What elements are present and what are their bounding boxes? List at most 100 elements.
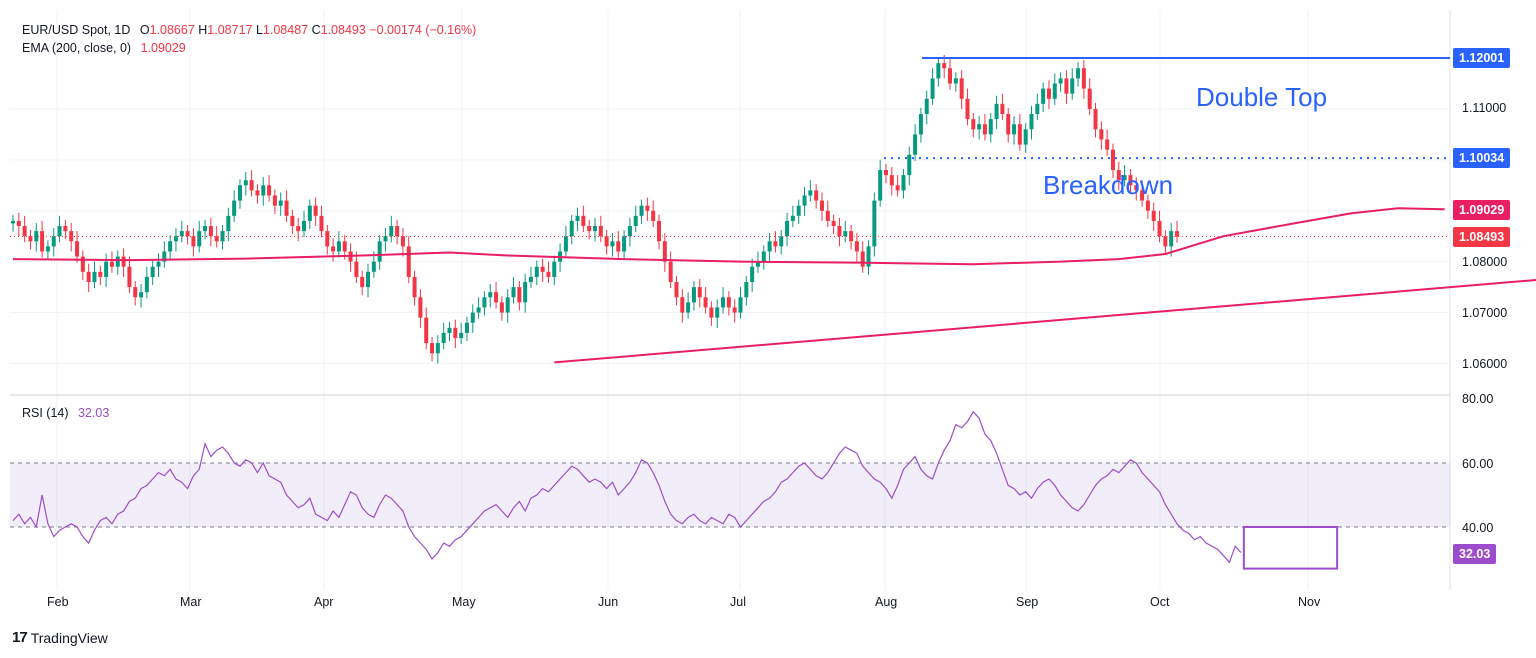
candle-body [540, 266, 545, 272]
candle-body [994, 103, 999, 120]
candle-body [191, 236, 196, 247]
ema-legend[interactable]: EMA (200, close, 0) 1.09029 [22, 41, 186, 55]
candle-body [790, 215, 795, 221]
candle-body [459, 332, 464, 339]
x-tick-may: May [452, 595, 476, 609]
candle-body [878, 170, 883, 201]
candle-body [127, 266, 132, 288]
candle-body [139, 292, 144, 298]
grid-lines [10, 10, 1451, 590]
ema-200-line [12, 207, 1445, 266]
candle-body [98, 271, 103, 277]
candle-body [272, 195, 277, 206]
open-value: 1.08667 [149, 23, 195, 37]
candle-body [197, 231, 202, 247]
candle-body [988, 119, 993, 135]
candle-body [732, 307, 737, 313]
candle-body [470, 312, 475, 323]
candle-body [563, 236, 568, 252]
candle-body [1140, 190, 1145, 201]
candle-body [657, 220, 662, 242]
candle-body [1087, 88, 1092, 109]
candle-body [63, 226, 68, 232]
candle-body [662, 241, 667, 262]
candle-body [1145, 200, 1150, 211]
candle-body [1099, 129, 1104, 140]
rsi-tick-80: 80.00 [1462, 392, 1494, 406]
tradingview-brand[interactable]: 17 TradingView [12, 629, 108, 646]
candle-body [371, 261, 376, 272]
y-tick-1-07: 1.07000 [1462, 306, 1508, 320]
candle-body [45, 246, 50, 252]
candle-body [982, 124, 987, 135]
rsi-value: 32.03 [78, 406, 110, 420]
rsi-line [12, 410, 1242, 564]
candle-body [680, 297, 685, 313]
candle-body [523, 282, 528, 303]
candle-body [581, 215, 586, 227]
candle-body [651, 210, 656, 221]
candle-body [400, 236, 405, 247]
candle-body [185, 231, 190, 237]
y-tick-1-06: 1.06000 [1462, 357, 1508, 371]
candle-body [942, 63, 947, 69]
rsi-label: RSI (14) [22, 406, 69, 420]
candle-body [738, 297, 743, 313]
candle-body [587, 226, 592, 232]
double-top-annotation: Double Top [1196, 82, 1328, 112]
candle-body [214, 236, 219, 242]
rsi-oversold-box [1242, 526, 1339, 570]
candle-body [133, 287, 138, 298]
candle-body [814, 190, 819, 201]
y-tick-1-08: 1.08000 [1462, 255, 1508, 269]
candle-body [889, 175, 894, 186]
candle-body [1081, 68, 1086, 89]
brand-name: TradingView [30, 629, 108, 646]
rsi-legend[interactable]: RSI (14) 32.03 [22, 406, 109, 420]
candle-body [406, 246, 411, 277]
candle-body [779, 236, 784, 247]
candle-body [360, 276, 365, 288]
candle-body [430, 343, 435, 354]
candle-body [546, 271, 551, 277]
candle-body [854, 241, 859, 252]
candle-body [424, 317, 429, 344]
high-key: H [198, 23, 208, 37]
candle-body [464, 322, 469, 333]
candle-body [1163, 236, 1168, 247]
candle-body [744, 282, 749, 298]
candle-body [1070, 78, 1075, 94]
candle-body [57, 226, 62, 237]
candle-body [808, 190, 813, 196]
candle-body [860, 251, 865, 267]
candle-body [476, 307, 481, 313]
x-tick-sep: Sep [1016, 595, 1039, 609]
candle-body [1064, 78, 1069, 94]
candle-body [1029, 114, 1034, 130]
candle-body [948, 68, 953, 84]
candle-body [173, 236, 178, 242]
rsi-band [10, 463, 1450, 527]
candle-body [354, 261, 359, 277]
breakdown-annotation: Breakdown [1043, 170, 1174, 200]
candle-body [383, 236, 388, 242]
candle-body [1006, 114, 1011, 135]
candle-body [488, 292, 493, 298]
candle-body [168, 241, 173, 252]
support-trendline [554, 278, 1536, 364]
candle-body [552, 261, 557, 277]
candle-body [150, 266, 155, 277]
candle-body [697, 287, 702, 298]
candle-body [505, 297, 510, 313]
resistance-price-tag: 1.12001 [1453, 48, 1511, 68]
candle-body [604, 236, 609, 247]
price-overlays [10, 57, 1536, 364]
low-value: 1.08487 [262, 23, 309, 37]
x-tick-nov: Nov [1298, 595, 1321, 609]
candle-body [750, 266, 755, 283]
candle-body [831, 220, 836, 227]
candle-body [825, 210, 830, 221]
candle-body [203, 226, 208, 232]
candle-body [435, 343, 440, 354]
